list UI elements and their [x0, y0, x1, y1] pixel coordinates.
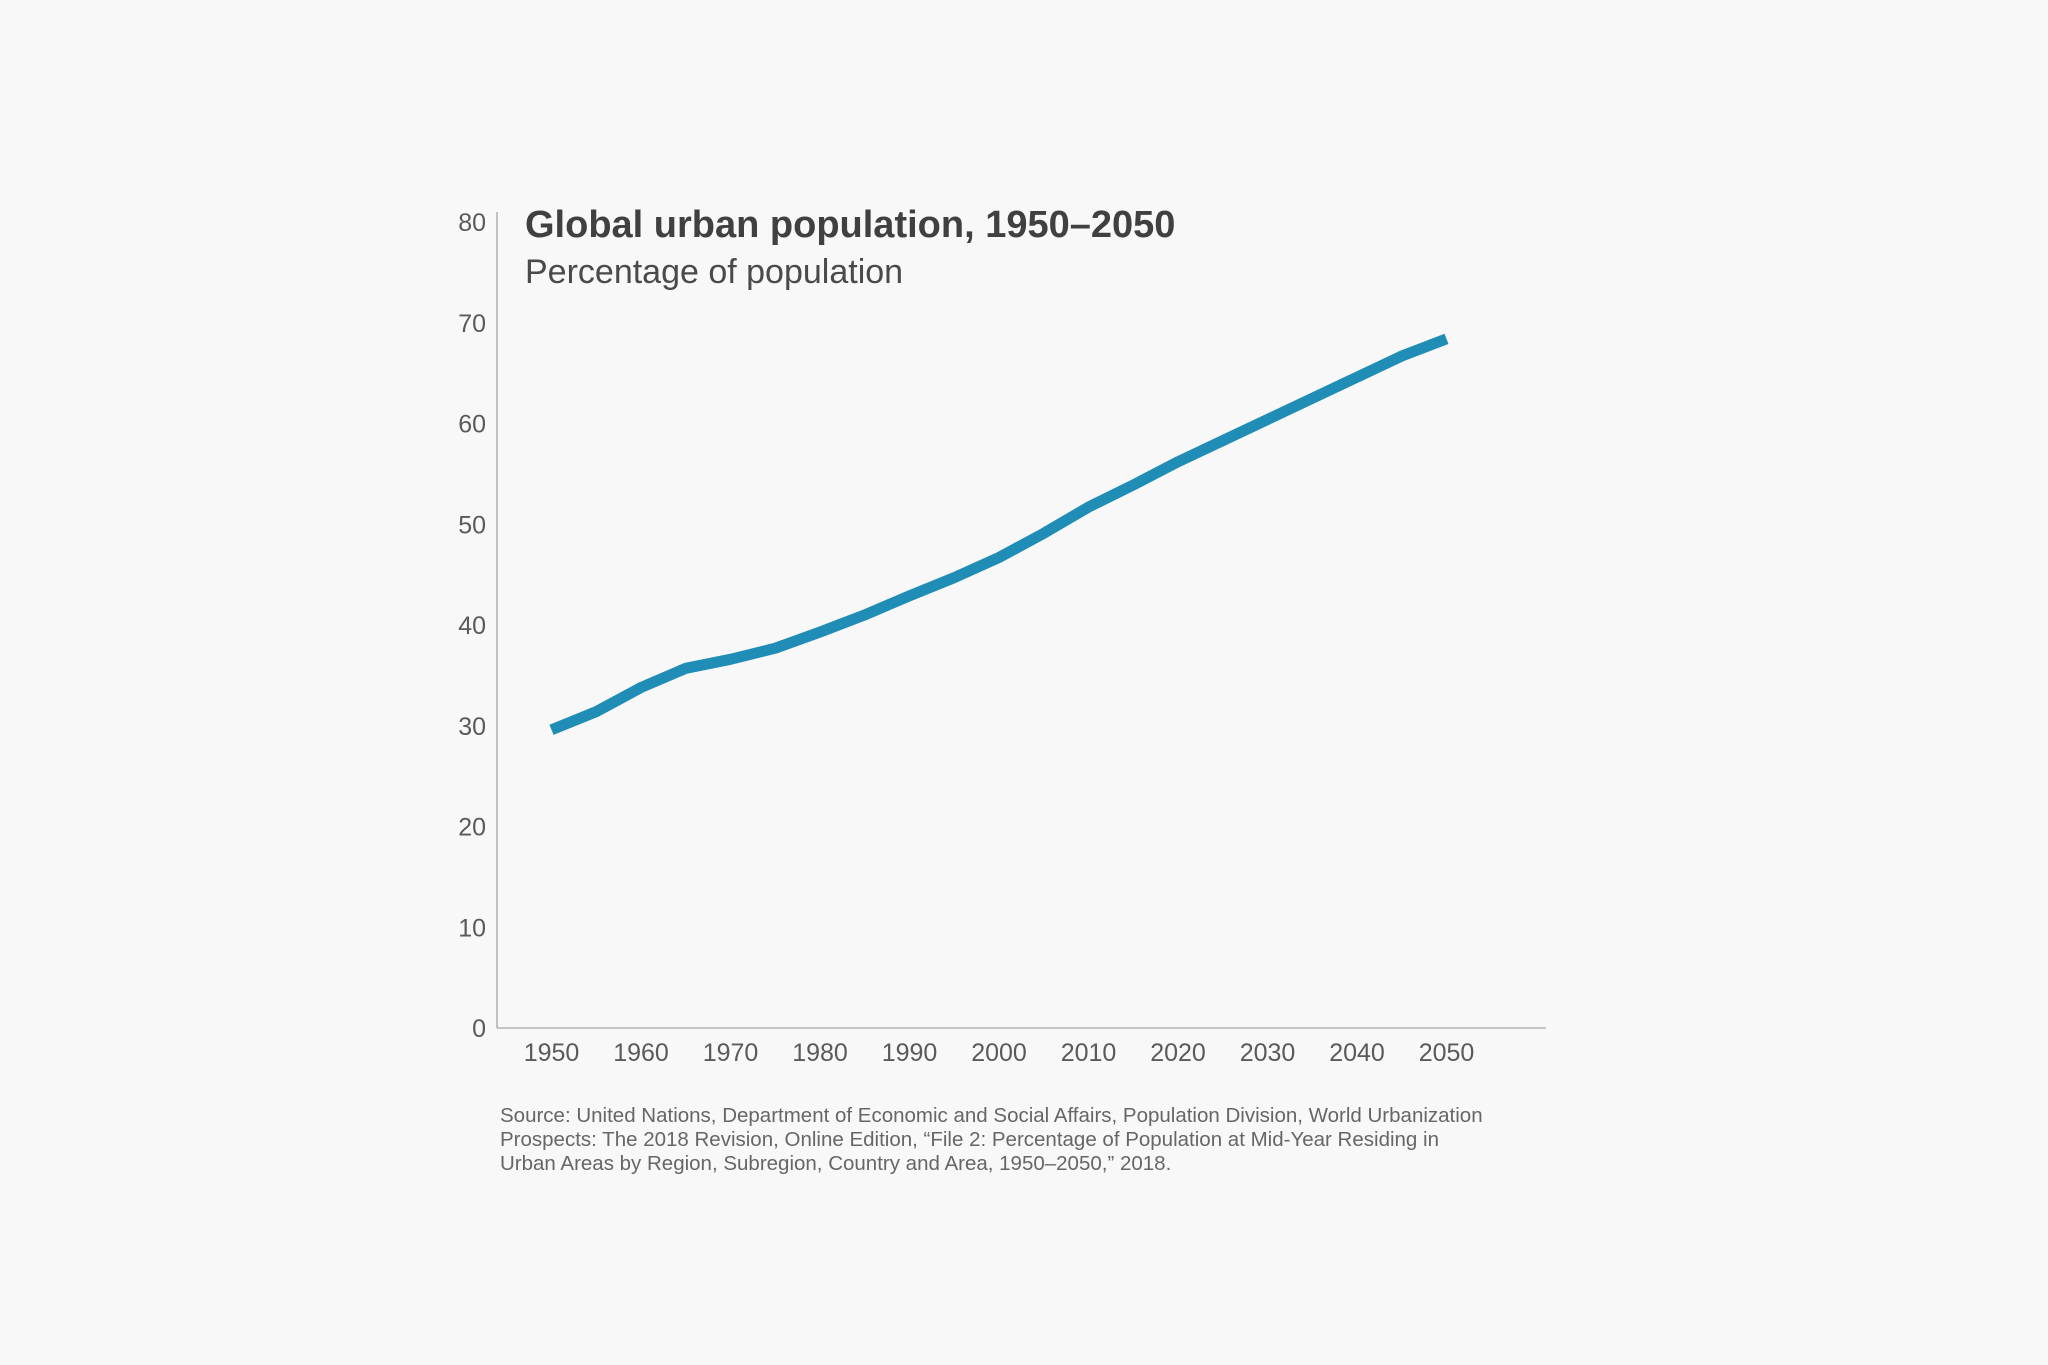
x-tick-label: 2040 [1329, 1039, 1385, 1067]
x-tick-labels: 1950 1960 1970 1980 1990 2000 2010 2020 2030 2040… [524, 1039, 1475, 1067]
x-tick-label: 2020 [1150, 1039, 1206, 1067]
x-tick-label: 2050 [1419, 1039, 1475, 1067]
y-tick-labels: 0 10 20 30 40 50 60 70 80 [458, 209, 486, 1043]
x-tick-label: 1970 [703, 1039, 759, 1067]
chart-title: Global urban population, 1950–2050 [525, 204, 1175, 246]
chart-subtitle: Percentage of population [525, 253, 903, 291]
y-tick-label: 0 [472, 1015, 486, 1043]
source-line: Prospects: The 2018 Revision, Online Edi… [500, 1128, 1439, 1151]
x-tick-label: 2000 [971, 1039, 1027, 1067]
x-tick-label: 1990 [882, 1039, 938, 1067]
source-line: Source: United Nations, Department of Ec… [500, 1104, 1483, 1127]
x-tick-label: 1950 [524, 1039, 580, 1067]
y-tick-label: 20 [458, 814, 486, 842]
y-tick-label: 70 [458, 310, 486, 338]
y-tick-label: 30 [458, 713, 486, 741]
x-tick-label: 2030 [1240, 1039, 1296, 1067]
source-note: Source: United Nations, Department of Ec… [500, 1104, 1600, 1176]
y-tick-label: 40 [458, 612, 486, 640]
y-tick-label: 50 [458, 511, 486, 539]
y-tick-label: 80 [458, 209, 486, 237]
source-line: Urban Areas by Region, Subregion, Countr… [500, 1152, 1172, 1175]
y-tick-label: 10 [458, 914, 486, 942]
x-tick-label: 2010 [1061, 1039, 1117, 1067]
x-tick-label: 1980 [792, 1039, 848, 1067]
axes [496, 212, 1546, 1029]
x-tick-label: 1960 [613, 1039, 669, 1067]
y-tick-label: 60 [458, 411, 486, 439]
urban-population-line [549, 333, 1449, 735]
